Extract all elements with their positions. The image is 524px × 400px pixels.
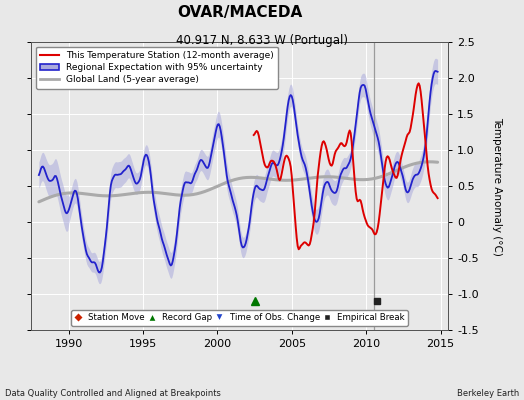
Text: Berkeley Earth: Berkeley Earth [456,389,519,398]
Y-axis label: Temperature Anomaly (°C): Temperature Anomaly (°C) [493,116,503,256]
Title: OVAR/MACEDA: OVAR/MACEDA [177,5,302,20]
Text: 40.917 N, 8.633 W (Portugal): 40.917 N, 8.633 W (Portugal) [176,34,348,47]
Text: Data Quality Controlled and Aligned at Breakpoints: Data Quality Controlled and Aligned at B… [5,389,221,398]
Legend: Station Move, Record Gap, Time of Obs. Change, Empirical Break: Station Move, Record Gap, Time of Obs. C… [71,310,408,326]
